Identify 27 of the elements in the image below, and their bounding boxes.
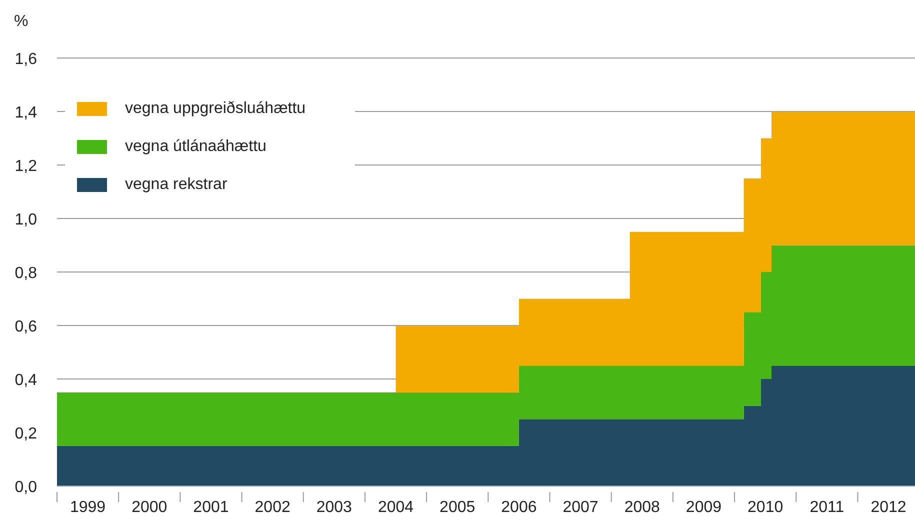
x-tick-label: 1999 xyxy=(70,499,106,516)
y-tick-label: 0,0 xyxy=(14,479,38,496)
x-tick-label: 2006 xyxy=(501,499,537,516)
y-tick-label: 0,2 xyxy=(14,426,38,442)
x-tick-label: 2011 xyxy=(810,499,844,516)
x-tick-label: 2001 xyxy=(193,499,229,516)
x-tick-label: 2004 xyxy=(378,499,414,516)
x-tick-label: 2002 xyxy=(254,499,290,516)
y-tick-label: 0,4 xyxy=(14,372,38,389)
x-tick-label: 2008 xyxy=(624,499,660,516)
legend-label: vegna útlánaáhættu xyxy=(125,138,266,156)
x-tick-label: 2003 xyxy=(316,499,352,516)
y-tick-label: 1,2 xyxy=(14,158,38,175)
x-tick-label: 2007 xyxy=(562,499,598,516)
x-tick-label: 2000 xyxy=(132,499,168,516)
x-tick-label: 2009 xyxy=(686,499,722,516)
x-tick-label: 2010 xyxy=(748,499,784,516)
y-axis-title: % xyxy=(14,13,28,30)
y-tick-label: 1,6 xyxy=(14,51,38,68)
legend-label: vegna rekstrar xyxy=(125,176,228,194)
y-tick-label: 0,6 xyxy=(14,318,38,336)
y-tick-label: 1,0 xyxy=(14,212,38,228)
y-tick-label: 0,8 xyxy=(14,265,38,282)
y-tick-label: 1,4 xyxy=(14,104,38,122)
legend-label: vegna uppgreiðsluáhættu xyxy=(125,100,306,118)
x-tick-label: 2005 xyxy=(440,499,476,516)
x-tick-label: 2012 xyxy=(870,499,906,516)
